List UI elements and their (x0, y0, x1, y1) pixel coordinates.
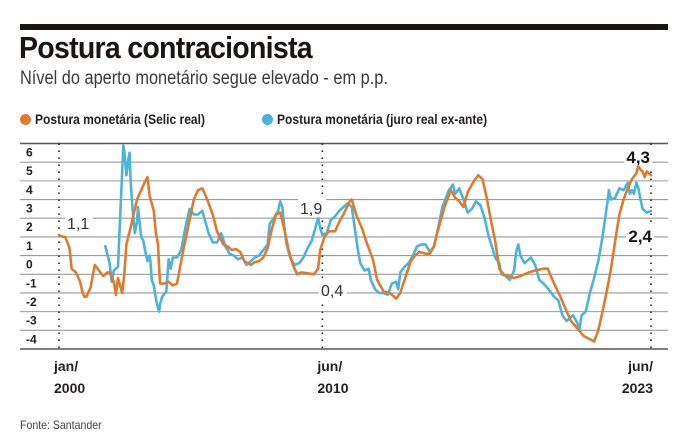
y-tick-label: 0 (26, 258, 33, 272)
x-tick-label-year: 2010 (317, 380, 348, 396)
legend-item-juro-ex-ante: Postura monetária (juro real ex-ante) (262, 111, 521, 127)
chart-subtitle: Nível do aperto monetário segue elevado … (20, 68, 388, 89)
y-axis-ticks: 6 5 4 3 2 1 0 -1 -2 -3 -4 (26, 146, 37, 347)
title-rule (20, 24, 668, 30)
y-tick-label: -4 (26, 332, 37, 346)
chart-title: Postura contracionista (19, 30, 313, 65)
annotation-backdrop (298, 199, 326, 217)
annotation-backdrop (626, 227, 654, 245)
y-tick-label: 3 (26, 202, 33, 216)
annotation-label: 1,9 (300, 201, 322, 218)
annotation-label: 4,3 (626, 148, 650, 167)
annotation-label: 2,4 (628, 227, 652, 246)
x-tick-label-year: 2000 (54, 380, 85, 396)
legend-label-selic-real: Postura monetária (Selic real) (35, 111, 205, 127)
annotation-backdrop (624, 148, 652, 166)
y-tick-label: 4 (26, 183, 33, 197)
legend-swatch-selic-real (20, 113, 31, 125)
x-tick-markers (58, 143, 652, 351)
series-line-selic-real (57, 164, 653, 343)
annotation-label: 0,4 (321, 283, 343, 300)
y-tick-label: 5 (26, 164, 33, 178)
annotation-label: 1,1 (67, 216, 89, 233)
legend-item-selic-real: Postura monetária (Selic real) (20, 111, 233, 127)
x-tick-label-month: jun/ (316, 358, 342, 374)
y-tick-label: -1 (26, 276, 37, 290)
series-line-juro-ex-ante (104, 144, 653, 332)
annotations: 1,1 1,9 0,4 4,3 2,4 (65, 148, 654, 300)
x-tick-label-month: jan/ (53, 358, 78, 374)
y-tick-label: 2 (26, 220, 33, 234)
legend-swatch-juro-ex-ante (262, 113, 273, 125)
y-tick-label: 6 (26, 146, 33, 160)
y-tick-label: -2 (26, 295, 37, 309)
legend-label-juro-ex-ante: Postura monetária (juro real ex-ante) (277, 111, 488, 127)
annotation-backdrop (319, 281, 347, 299)
x-tick-label-year: 2023 (622, 380, 653, 396)
series-lines (57, 144, 653, 343)
x-tick-label-month: jun/ (627, 358, 653, 374)
annotation-backdrop (65, 214, 93, 232)
source-note: Fonte: Santander (20, 418, 102, 432)
y-tick-label: -3 (26, 314, 37, 328)
x-axis-ticks: jan/2000 jun/2010 jun/2023 (53, 358, 653, 396)
y-tick-label: 1 (26, 239, 33, 253)
